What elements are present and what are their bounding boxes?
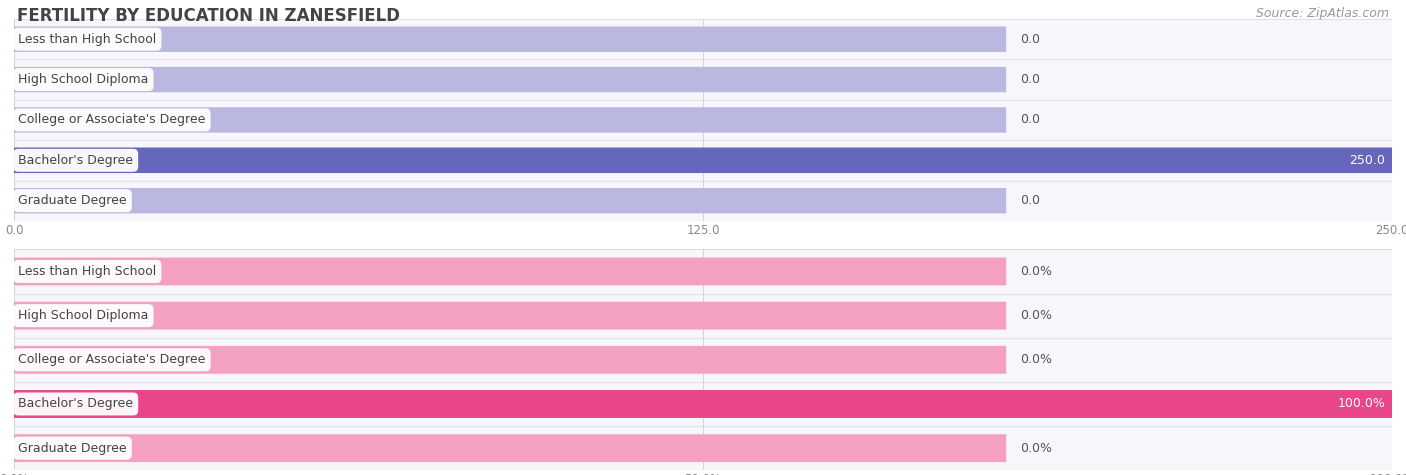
Text: Less than High School: Less than High School [18,265,156,278]
Text: 0.0: 0.0 [1019,114,1040,126]
FancyBboxPatch shape [14,148,1392,173]
FancyBboxPatch shape [14,434,1007,462]
FancyBboxPatch shape [14,382,1392,426]
Text: 0.0%: 0.0% [1019,442,1052,455]
Text: Source: ZipAtlas.com: Source: ZipAtlas.com [1256,7,1389,20]
Text: 0.0%: 0.0% [1019,265,1052,278]
Text: High School Diploma: High School Diploma [18,73,149,86]
Text: Graduate Degree: Graduate Degree [18,194,127,207]
Text: High School Diploma: High School Diploma [18,309,149,322]
Text: College or Associate's Degree: College or Associate's Degree [18,114,205,126]
FancyBboxPatch shape [14,180,1392,221]
FancyBboxPatch shape [14,338,1392,382]
FancyBboxPatch shape [14,188,1007,213]
FancyBboxPatch shape [14,140,1392,180]
FancyBboxPatch shape [14,294,1392,338]
FancyBboxPatch shape [14,302,1007,330]
Text: College or Associate's Degree: College or Associate's Degree [18,353,205,366]
FancyBboxPatch shape [14,100,1392,140]
FancyBboxPatch shape [14,249,1392,294]
Text: Bachelor's Degree: Bachelor's Degree [18,154,134,167]
Text: Less than High School: Less than High School [18,33,156,46]
Text: 100.0%: 100.0% [1337,398,1385,410]
FancyBboxPatch shape [14,257,1007,285]
FancyBboxPatch shape [14,27,1007,52]
Text: FERTILITY BY EDUCATION IN ZANESFIELD: FERTILITY BY EDUCATION IN ZANESFIELD [17,7,399,25]
FancyBboxPatch shape [14,107,1007,133]
FancyBboxPatch shape [14,19,1392,59]
FancyBboxPatch shape [14,148,1392,173]
Text: 0.0: 0.0 [1019,194,1040,207]
FancyBboxPatch shape [14,59,1392,100]
Text: 0.0%: 0.0% [1019,309,1052,322]
FancyBboxPatch shape [14,346,1007,374]
Text: 250.0: 250.0 [1350,154,1385,167]
Text: Bachelor's Degree: Bachelor's Degree [18,398,134,410]
FancyBboxPatch shape [14,390,1392,418]
Text: Graduate Degree: Graduate Degree [18,442,127,455]
FancyBboxPatch shape [14,67,1007,92]
Text: 0.0: 0.0 [1019,73,1040,86]
Text: 0.0: 0.0 [1019,33,1040,46]
FancyBboxPatch shape [14,426,1392,470]
Text: 0.0%: 0.0% [1019,353,1052,366]
FancyBboxPatch shape [14,390,1392,418]
